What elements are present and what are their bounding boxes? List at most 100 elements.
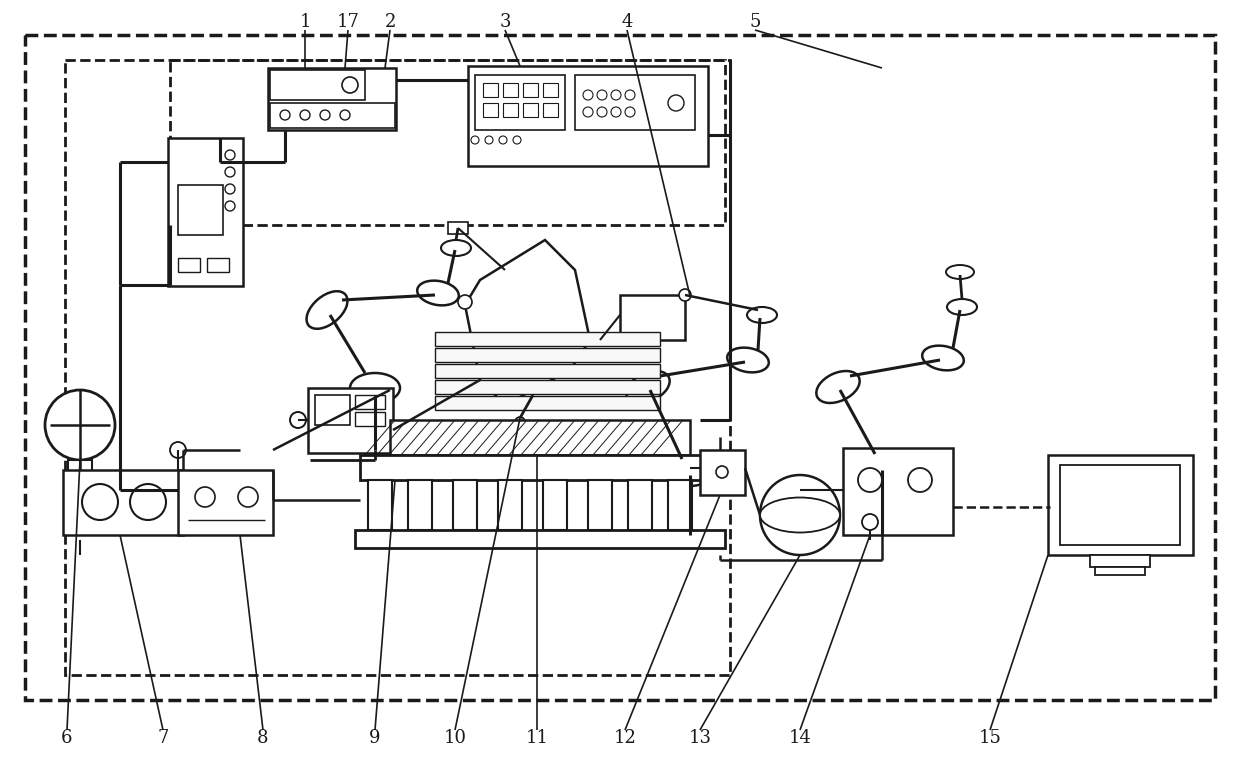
Ellipse shape: [306, 291, 347, 329]
Circle shape: [195, 487, 215, 507]
Circle shape: [224, 184, 236, 194]
Circle shape: [320, 110, 330, 120]
Circle shape: [611, 90, 621, 100]
Ellipse shape: [946, 265, 973, 279]
Bar: [453, 480, 477, 530]
Ellipse shape: [626, 371, 670, 403]
Circle shape: [224, 167, 236, 177]
Circle shape: [858, 468, 882, 492]
Bar: [64, 60, 730, 675]
Circle shape: [471, 136, 479, 144]
Bar: [575, 75, 694, 130]
Text: 4: 4: [621, 13, 632, 31]
Polygon shape: [465, 240, 590, 405]
Bar: [498, 480, 522, 530]
Circle shape: [625, 107, 635, 117]
Circle shape: [224, 201, 236, 211]
Bar: [68, 460, 92, 472]
Circle shape: [130, 484, 166, 520]
Circle shape: [300, 110, 310, 120]
Bar: [25, 35, 1215, 700]
Circle shape: [513, 136, 521, 144]
Bar: [391, 420, 689, 455]
Circle shape: [82, 484, 118, 520]
Bar: [543, 83, 558, 97]
Circle shape: [668, 95, 684, 111]
Circle shape: [238, 487, 258, 507]
Bar: [270, 70, 365, 100]
Ellipse shape: [859, 453, 905, 481]
Bar: [360, 455, 720, 480]
Bar: [270, 103, 396, 128]
Text: 5: 5: [749, 13, 760, 31]
Circle shape: [596, 90, 608, 100]
Ellipse shape: [667, 458, 713, 486]
Circle shape: [458, 295, 472, 309]
Circle shape: [625, 90, 635, 100]
Bar: [355, 395, 384, 409]
Text: 12: 12: [614, 729, 636, 747]
Text: 7: 7: [157, 729, 169, 747]
Circle shape: [45, 390, 115, 460]
Bar: [523, 83, 538, 97]
Text: 8: 8: [257, 729, 269, 747]
Bar: [503, 103, 518, 117]
Bar: [1048, 455, 1193, 555]
Circle shape: [280, 110, 290, 120]
Text: 9: 9: [370, 729, 381, 747]
Bar: [467, 66, 708, 166]
Bar: [170, 60, 725, 225]
Bar: [355, 530, 725, 548]
Ellipse shape: [727, 347, 769, 372]
Text: 10: 10: [444, 729, 466, 747]
Circle shape: [862, 514, 878, 530]
Text: 14: 14: [789, 729, 811, 747]
Text: 11: 11: [526, 729, 548, 747]
Ellipse shape: [350, 373, 401, 403]
Bar: [523, 103, 538, 117]
Circle shape: [498, 136, 507, 144]
Circle shape: [715, 466, 728, 478]
Bar: [408, 480, 432, 530]
Bar: [268, 68, 396, 130]
Circle shape: [485, 136, 494, 144]
Bar: [448, 222, 467, 234]
Text: 15: 15: [978, 729, 1002, 747]
Bar: [308, 388, 393, 453]
Bar: [1095, 567, 1145, 575]
Bar: [543, 103, 558, 117]
Text: 6: 6: [61, 729, 73, 747]
Bar: [315, 395, 350, 425]
Bar: [701, 450, 745, 495]
Ellipse shape: [760, 498, 839, 533]
Bar: [1090, 555, 1149, 567]
Circle shape: [224, 150, 236, 160]
Ellipse shape: [746, 307, 777, 323]
Ellipse shape: [947, 299, 977, 315]
Bar: [543, 480, 567, 530]
Bar: [368, 480, 392, 530]
Bar: [207, 258, 229, 272]
Bar: [355, 412, 384, 426]
Bar: [167, 138, 243, 286]
Circle shape: [908, 468, 932, 492]
Ellipse shape: [923, 346, 963, 370]
Bar: [668, 480, 692, 530]
Text: 13: 13: [688, 729, 712, 747]
Bar: [179, 470, 273, 535]
Text: 17: 17: [336, 13, 360, 31]
Bar: [484, 83, 498, 97]
Text: 2: 2: [384, 13, 396, 31]
Bar: [435, 396, 660, 410]
Bar: [588, 480, 613, 530]
Bar: [435, 380, 660, 394]
Bar: [475, 75, 565, 130]
Bar: [627, 480, 652, 530]
Bar: [435, 364, 660, 378]
Circle shape: [611, 107, 621, 117]
Circle shape: [583, 90, 593, 100]
Bar: [1060, 465, 1180, 545]
Bar: [179, 185, 223, 235]
Circle shape: [515, 417, 525, 427]
Circle shape: [340, 110, 350, 120]
